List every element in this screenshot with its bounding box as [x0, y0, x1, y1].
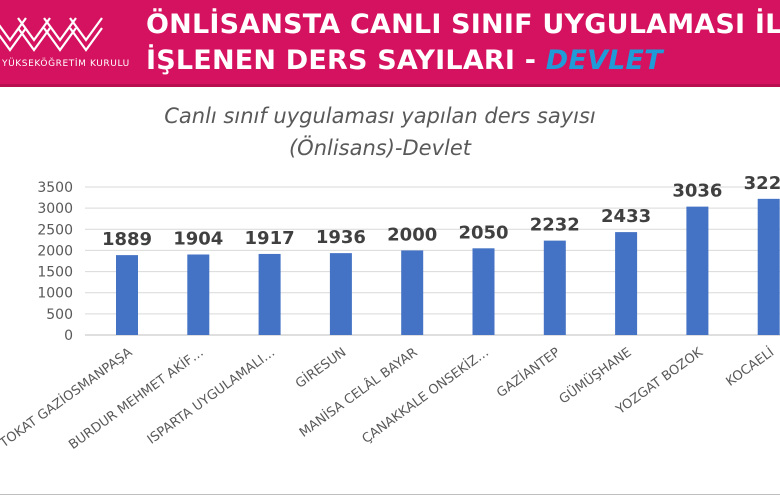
data-label: 1904 [173, 228, 223, 249]
y-tick-label: 3500 [37, 180, 73, 196]
y-tick-label: 2500 [37, 222, 73, 238]
bar [116, 255, 138, 335]
y-tick-label: 2000 [37, 243, 73, 259]
y-tick-label: 1500 [37, 265, 73, 281]
bottom-rule [0, 494, 780, 495]
page-title-accent: DEVLET [545, 45, 663, 76]
bar [615, 232, 638, 335]
x-tick-label: TOKAT GAZİOSMANPAŞA [0, 344, 135, 451]
bar [543, 240, 566, 335]
bar [329, 253, 352, 335]
x-tick-label: GİRESUN [292, 344, 349, 391]
x-tick-label: BURDUR MEHMET AKİF… [66, 344, 207, 453]
y-tick-label: 3000 [37, 201, 73, 217]
logo-text: YÜKSEKÖĞRETİM KURULU [2, 59, 130, 69]
data-label: 2232 [530, 215, 580, 236]
x-tick-label: KOCAELİ [723, 344, 777, 389]
data-label: 1889 [102, 229, 152, 250]
page-title-prefix: İŞLENEN DERS SAYILARI - [146, 45, 546, 76]
chart-subtitle: (Önlisans)-Devlet [288, 136, 472, 160]
bar [187, 254, 210, 335]
data-label: 2050 [458, 222, 508, 243]
bar [401, 250, 424, 335]
data-label: 2433 [601, 206, 651, 227]
data-label: 3220 [744, 173, 780, 194]
bar [258, 253, 281, 335]
y-tick-label: 500 [46, 307, 73, 323]
page-title-line1: ÖNLİSANSTA CANLI SINIF UYGULAMASI İLE [146, 9, 780, 40]
x-tick-label: GÜMÜŞHANE [556, 343, 635, 407]
y-tick-label: 1000 [37, 286, 73, 302]
x-tick-label: GAZİANTEP [494, 344, 564, 401]
data-label: 1936 [316, 227, 366, 248]
chart-title: Canlı sınıf uygulaması yapılan ders sayı… [164, 104, 596, 128]
header-banner: YÜKSEKÖĞRETİM KURULU ÖNLİSANSTA CANLI SI… [0, 0, 780, 84]
bar-chart: 0 500 1000 1500 2000 2500 3000 3500 1889 TOKAT GA… [0, 173, 780, 453]
page-title-line2: İŞLENEN DERS SAYILARI - DEVLET [146, 45, 663, 76]
bar [472, 248, 495, 335]
x-tick-label: ÇANAKKALE ONSEKİZ… [359, 344, 492, 447]
y-tick-label: 0 [64, 328, 73, 344]
data-label: 2000 [387, 224, 437, 245]
yok-logo-icon [0, 17, 103, 52]
bar [686, 206, 709, 335]
bar [757, 198, 780, 335]
x-tick-label: ISPARTA UYGULAMALI… [145, 345, 278, 447]
data-label: 3036 [672, 181, 722, 202]
header-divider [0, 84, 780, 87]
x-tick-label: MANİSA CELÂL BAYAR [296, 344, 420, 440]
data-label: 1917 [245, 228, 295, 249]
